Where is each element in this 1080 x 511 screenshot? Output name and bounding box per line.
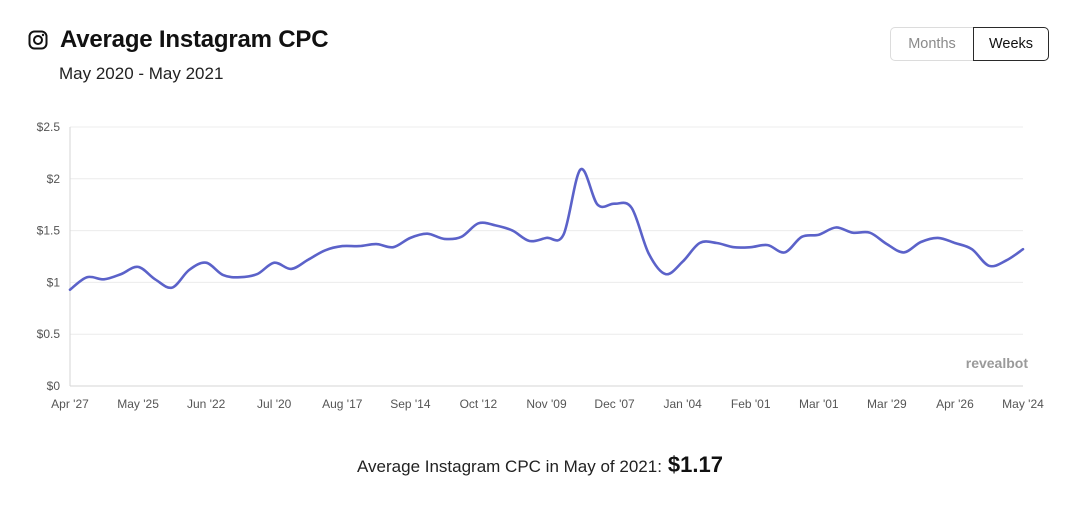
x-tick-label: Mar '01: [799, 397, 839, 411]
x-axis: Apr '27 May '25 Jun '22 Jul '20 Aug '17 Sep '…: [51, 397, 1044, 411]
x-tick-label: Dec '07: [594, 397, 635, 411]
y-tick-label: $1: [47, 275, 61, 289]
period-toggle: Months Weeks: [890, 27, 1049, 61]
chart-header: Average Instagram CPC May 2020 - May 202…: [28, 26, 329, 84]
y-axis: $0 $0.5 $1 $1.5 $2 $2.5: [37, 120, 61, 393]
y-tick-label: $2.5: [37, 120, 61, 134]
date-range-subtitle: May 2020 - May 2021: [59, 64, 224, 83]
y-tick-label: $0.5: [37, 327, 61, 341]
y-tick-label: $0: [47, 379, 61, 393]
x-tick-label: Jan '04: [663, 397, 702, 411]
x-tick-label: Jun '22: [187, 397, 226, 411]
revealbot-watermark: revealbot: [966, 355, 1029, 371]
y-tick-label: $1.5: [37, 224, 61, 238]
weeks-button[interactable]: Weeks: [973, 27, 1049, 61]
x-tick-label: Feb '01: [731, 397, 771, 411]
summary-line: Average Instagram CPC in May of 2021: $1.…: [0, 452, 1080, 478]
months-button[interactable]: Months: [890, 27, 973, 61]
y-tick-label: $2: [47, 172, 61, 186]
grid-lines: [69, 126, 1023, 387]
x-tick-label: Sep '14: [390, 397, 431, 411]
summary-value: $1.17: [667, 452, 723, 477]
x-tick-label: Nov '09: [526, 397, 567, 411]
cpc-series-line: [68, 168, 1025, 291]
instagram-icon: [28, 30, 48, 50]
cpc-line-chart: $0 $0.5 $1 $1.5 $2 $2.5 Apr '27 May '25 Jun '22…: [37, 120, 1045, 411]
page-title: Average Instagram CPC: [60, 26, 329, 53]
x-tick-label: Apr '26: [936, 397, 974, 411]
x-tick-label: May '25: [117, 397, 159, 411]
x-tick-label: Apr '27: [51, 397, 89, 411]
x-tick-label: Jul '20: [257, 397, 292, 411]
x-tick-label: Aug '17: [322, 397, 363, 411]
x-tick-label: Oct '12: [460, 397, 498, 411]
x-tick-label: May '24: [1002, 397, 1044, 411]
summary-label: Average Instagram CPC in May of 2021:: [357, 457, 662, 476]
x-tick-label: Mar '29: [867, 397, 907, 411]
title-row: Average Instagram CPC: [28, 26, 329, 54]
